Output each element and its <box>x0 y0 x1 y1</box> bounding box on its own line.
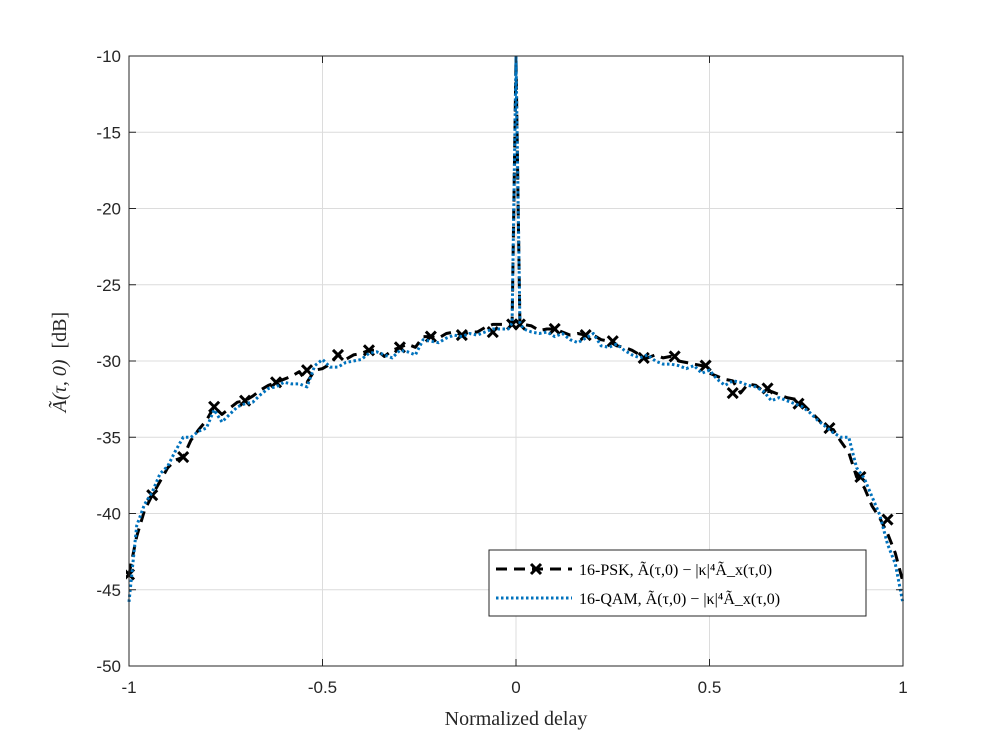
series-line-16qam <box>127 55 905 604</box>
series-marker-16psk <box>331 348 345 361</box>
series-marker-16psk <box>455 329 468 342</box>
x-axis-label: Normalized delay <box>445 708 588 730</box>
series-marker-16psk <box>579 329 592 342</box>
x-tick-label: 1 <box>898 678 907 697</box>
y-axis-label-main: Ã(τ, 0) <box>47 359 71 414</box>
x-tick-label: -1 <box>121 678 136 697</box>
x-tick-label: -0.5 <box>308 678 337 697</box>
x-tick-label: 0 <box>511 678 520 697</box>
y-tick-label: -40 <box>96 505 121 524</box>
series-marker-16psk <box>548 322 561 336</box>
legend: 16-PSK, Ã(τ,0) − |κ|⁴Ã_x(τ,0) 16-QAM, Ã(… <box>488 549 867 617</box>
legend-marker-psk <box>529 562 543 576</box>
x-tick-label: 0.5 <box>698 678 722 697</box>
y-tick-label: -20 <box>96 200 121 219</box>
series-layer <box>126 55 905 604</box>
y-axis-label-unit: [dB] <box>49 312 71 349</box>
y-tick-labels: -50 -45 -40 -35 -30 -25 -20 -15 -10 <box>96 47 121 676</box>
y-tick-label: -30 <box>96 352 121 371</box>
legend-label-qam: 16-QAM, Ã(τ,0) − |κ|⁴Ã_x(τ,0) <box>579 590 780 608</box>
axis-ticks <box>128 55 904 667</box>
y-tick-label: -35 <box>96 428 121 447</box>
series-marker-16psk <box>881 513 894 526</box>
y-tick-label: -25 <box>96 276 121 295</box>
y-tick-label: -15 <box>96 123 121 142</box>
series-marker-16psk <box>668 350 681 363</box>
legend-label-psk: 16-PSK, Ã(τ,0) − |κ|⁴Ã_x(τ,0) <box>579 561 772 579</box>
series-marker-16psk <box>726 386 739 400</box>
series-marker-16psk <box>513 318 526 331</box>
legend-box <box>488 549 867 617</box>
series-marker-16psk <box>854 470 867 483</box>
series-clip-group <box>126 55 905 604</box>
x-tick-labels: -1 -0.5 0 0.5 1 <box>121 678 907 697</box>
y-tick-label: -45 <box>96 581 121 600</box>
y-tick-label: -50 <box>96 657 121 676</box>
y-axis-label: Ã(τ, 0) [dB] <box>47 312 71 414</box>
series-marker-16psk <box>269 376 283 389</box>
y-tick-label: -10 <box>96 47 121 66</box>
series-marker-16psk <box>177 451 190 464</box>
series-marker-16psk <box>208 400 221 413</box>
